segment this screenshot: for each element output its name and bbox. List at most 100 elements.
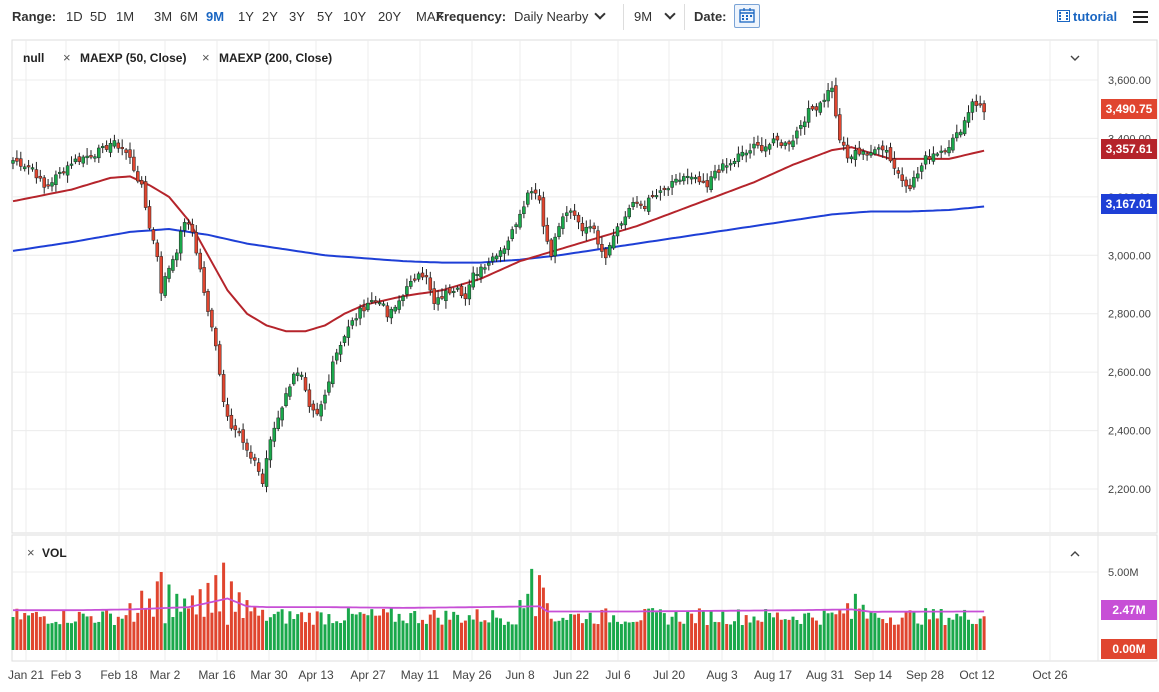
range-5y-button[interactable]: 5Y [317, 9, 333, 24]
candle [958, 131, 963, 136]
volume-bar [670, 616, 674, 650]
frequency-dropdown[interactable]: Daily Nearby [514, 8, 607, 24]
candle [393, 306, 397, 312]
y-tick-label: 2,600.00 [1108, 367, 1151, 379]
candle [455, 287, 460, 290]
candle [841, 141, 846, 146]
candle [857, 147, 862, 155]
volume-remove-icon[interactable]: × [27, 545, 35, 560]
volume-bar [623, 621, 627, 650]
candle [529, 191, 534, 194]
candle [147, 206, 152, 229]
volume-bar [179, 611, 183, 650]
volume-bar [506, 621, 510, 650]
candle [217, 344, 222, 375]
volume-bar [58, 624, 62, 650]
volume-bar [951, 619, 955, 650]
volume-bar [70, 623, 73, 650]
collapse-chevron-icon[interactable] [1070, 551, 1080, 557]
range-2y-button[interactable]: 2Y [262, 9, 278, 24]
candle [705, 180, 709, 188]
x-tick-label: Sep 28 [906, 668, 944, 682]
candle [588, 226, 592, 229]
volume-bar [947, 617, 951, 650]
range-20y-button[interactable]: 20Y [378, 9, 402, 24]
volume-bar [151, 616, 155, 650]
range-1m-button[interactable]: 1M [116, 9, 135, 24]
volume-bar [892, 624, 896, 650]
divider [684, 4, 685, 30]
volume-bar [920, 624, 924, 650]
range-5d-button[interactable]: 5D [90, 9, 107, 24]
range-6m-button[interactable]: 6M [180, 9, 199, 24]
legend-remove-icon[interactable]: × [202, 50, 210, 65]
candle [693, 177, 698, 180]
candle [966, 112, 971, 123]
candle [15, 157, 19, 162]
tutorial-link[interactable]: tutorial [1057, 9, 1117, 24]
range-3m-button[interactable]: 3M [154, 9, 173, 24]
volume-bar [612, 615, 616, 650]
candle [791, 140, 795, 147]
volume-bar [787, 619, 791, 650]
volume-bar [358, 612, 362, 650]
volume-bar [171, 617, 175, 650]
candle [775, 135, 780, 141]
range-1y-button[interactable]: 1Y [238, 9, 254, 24]
volume-bar [779, 619, 783, 650]
candle [260, 473, 265, 484]
range-9m-button[interactable]: 9M [206, 9, 225, 24]
volume-bar [389, 608, 393, 650]
x-tick-label: Apr 13 [298, 668, 334, 682]
volume-bar [740, 625, 744, 650]
x-tick-label: Jul 6 [605, 668, 631, 682]
collapse-chevron-icon[interactable] [1070, 55, 1080, 61]
volume-bar [159, 572, 163, 650]
candle [334, 352, 339, 361]
volume-bar [846, 603, 850, 650]
candle [373, 300, 378, 303]
candle [678, 179, 682, 182]
candle [717, 169, 721, 173]
candle [670, 181, 674, 188]
volume-bar [627, 622, 631, 650]
legend-remove-icon[interactable]: × [63, 50, 71, 65]
video-icon [1057, 10, 1070, 22]
candle [292, 373, 296, 385]
candle [923, 155, 928, 165]
volume-bar [701, 610, 705, 650]
candle [767, 144, 772, 150]
volume-bar [811, 617, 814, 650]
range-10y-button[interactable]: 10Y [343, 9, 367, 24]
candle [865, 153, 869, 156]
range-1d-button[interactable]: 1D [66, 9, 83, 24]
calendar-icon[interactable] [734, 4, 760, 28]
volume-bar [955, 613, 959, 650]
range-3y-button[interactable]: 3Y [289, 9, 305, 24]
volume-bar [421, 619, 424, 650]
candle [619, 223, 624, 226]
volume-bar [538, 575, 541, 650]
candle [713, 170, 717, 179]
range-max-button[interactable]: MAX [416, 9, 445, 24]
volume-bar [943, 624, 947, 650]
volume-bar [346, 608, 350, 650]
candle [30, 167, 35, 170]
candle [639, 203, 643, 206]
volume-bar [557, 620, 561, 650]
candle [397, 300, 401, 310]
candle [810, 106, 815, 110]
candle [377, 302, 382, 305]
candle [658, 190, 663, 193]
volume-bar [300, 612, 304, 650]
period-dropdown[interactable]: 9M [634, 8, 676, 24]
candle [623, 216, 628, 226]
menu-icon[interactable] [1133, 11, 1148, 23]
volume-bar [596, 624, 600, 650]
last-price-value: 3,490.75 [1106, 102, 1153, 116]
x-tick-label: Aug 3 [706, 668, 738, 682]
volume-bar [401, 620, 405, 650]
volume-bar [553, 621, 557, 650]
ma200-value: 3,167.01 [1106, 197, 1153, 211]
candle [748, 150, 752, 154]
